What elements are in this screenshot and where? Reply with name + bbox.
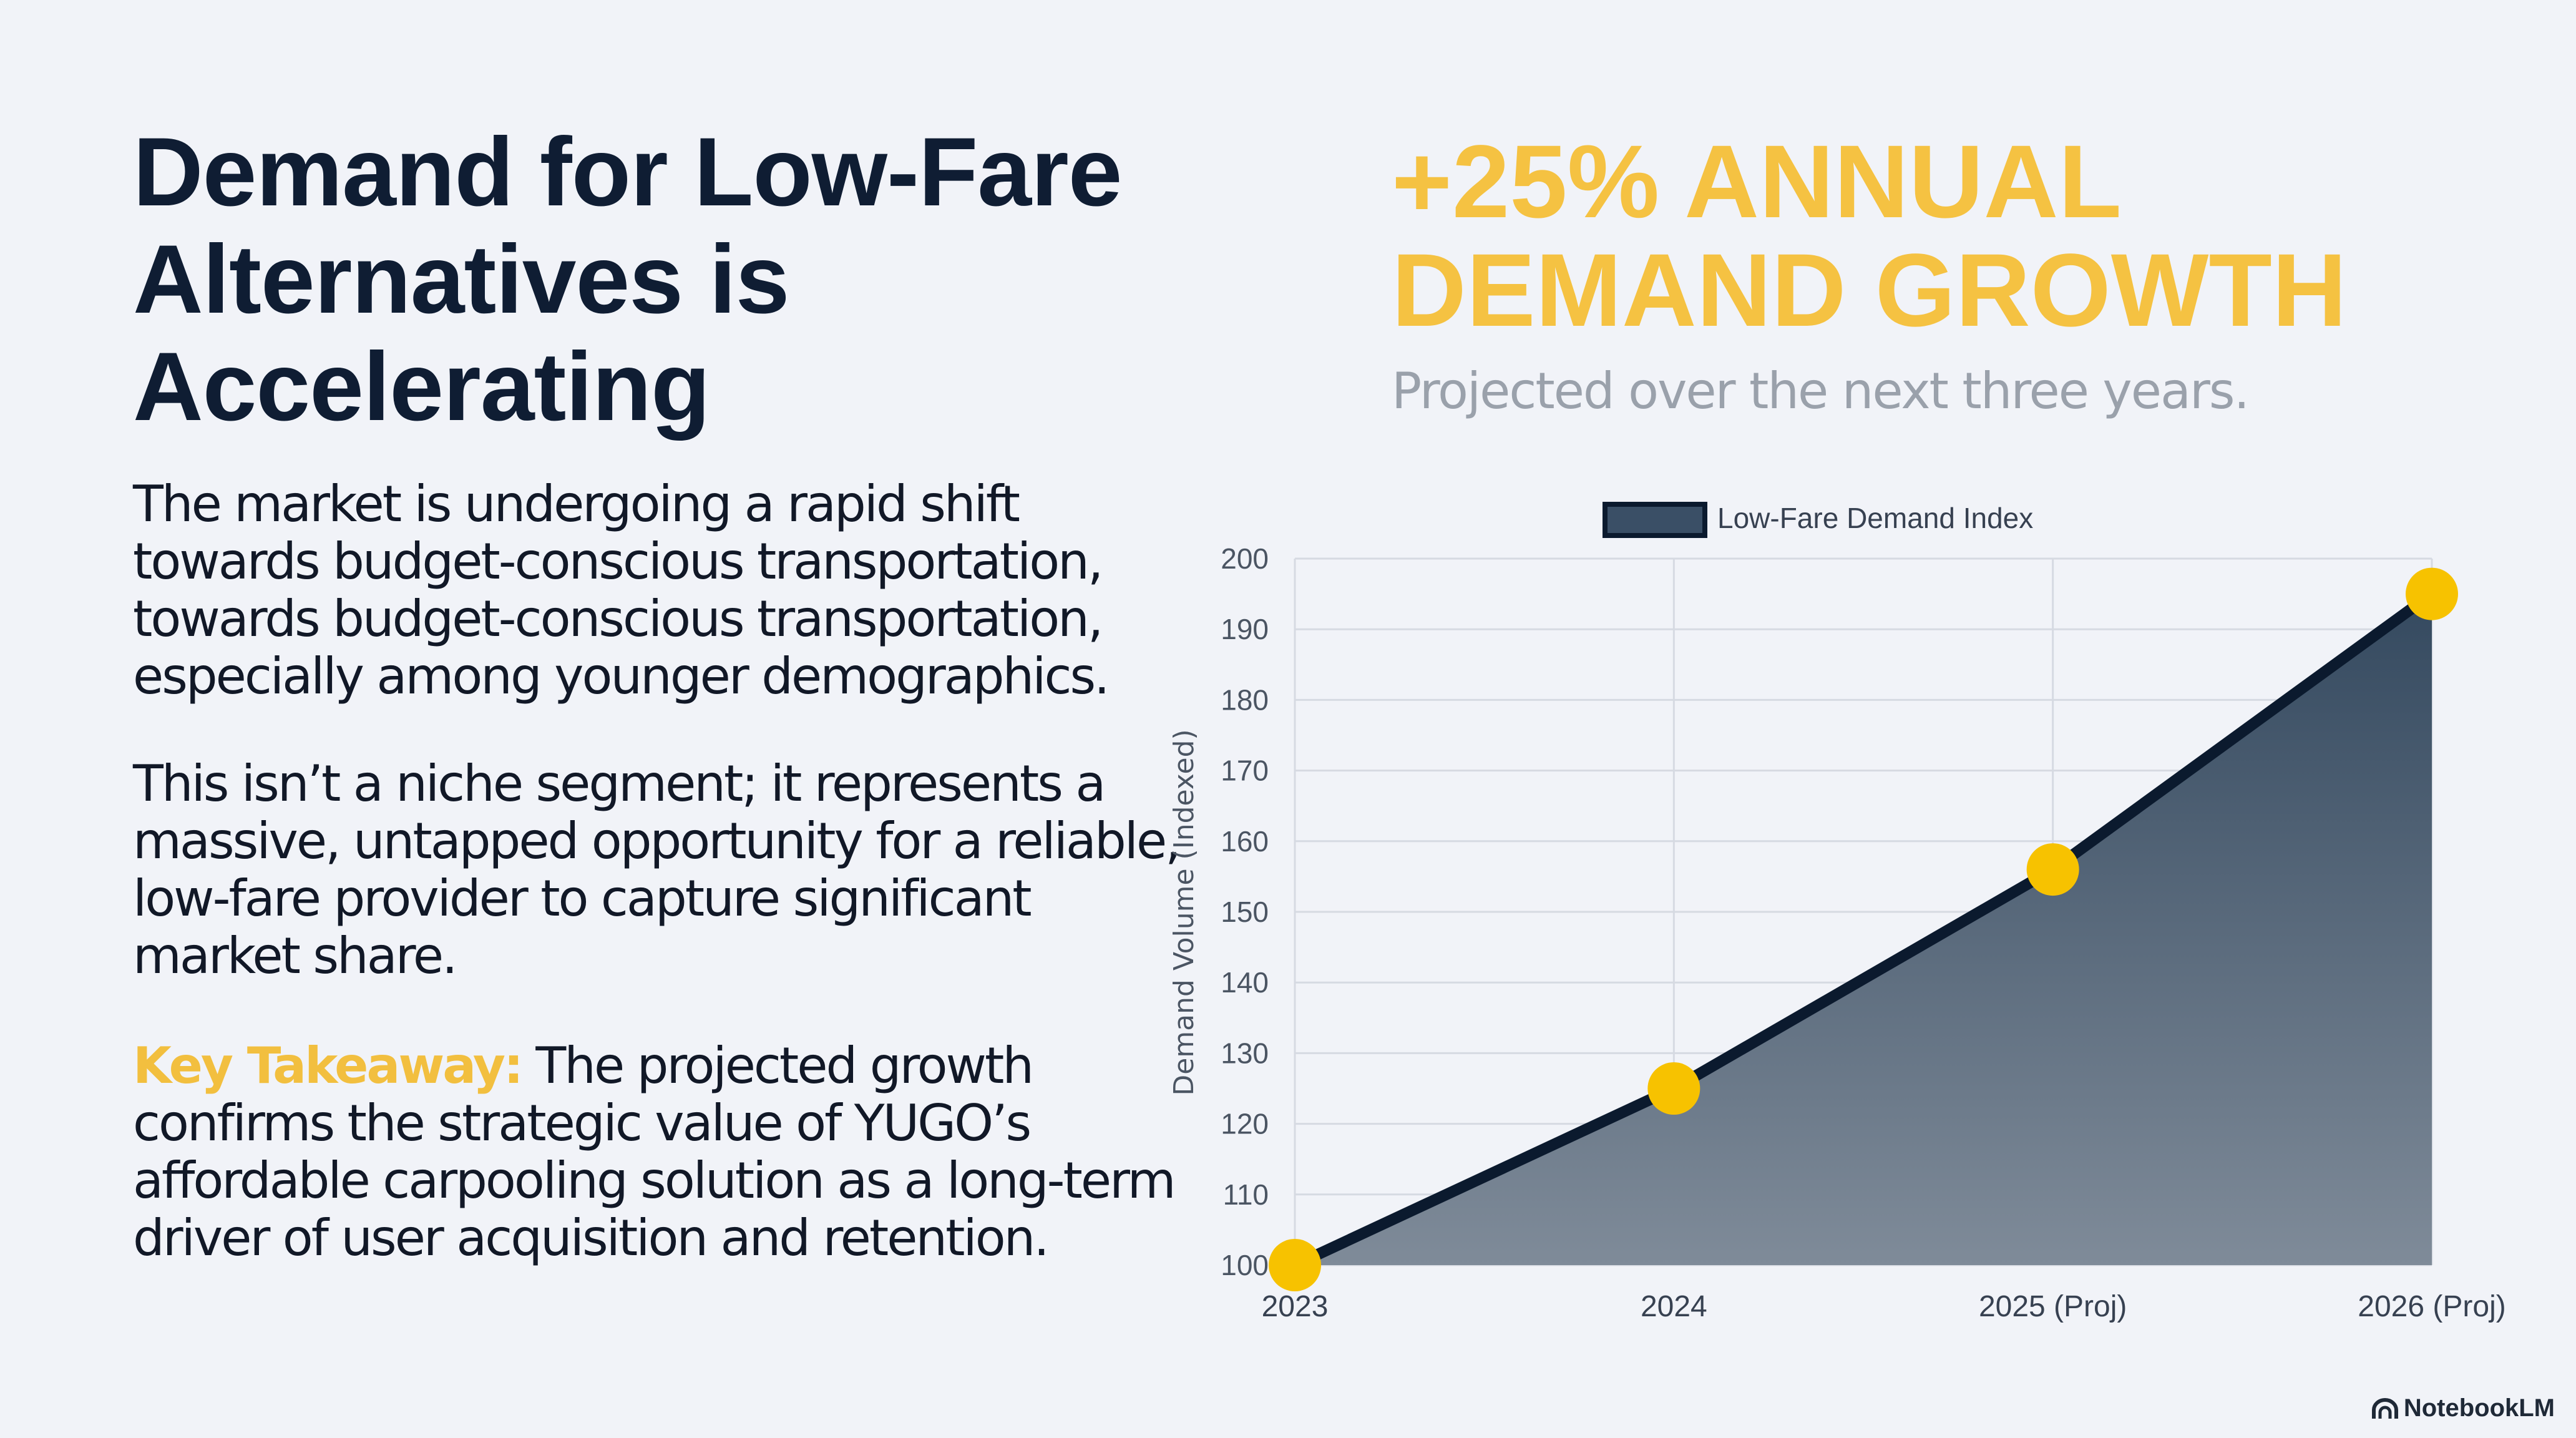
chart-legend: Low-Fare Demand Index (1603, 502, 2033, 538)
growth-headline: +25% ANNUAL DEMAND GROWTH (1392, 124, 2347, 348)
data-point (1269, 1239, 1321, 1291)
growth-subtitle: Projected over the next three years. (1392, 362, 2250, 420)
data-point (2406, 567, 2458, 620)
y-tick-label: 130 (1221, 1037, 1269, 1069)
x-tick-label: 2023 (1262, 1290, 1329, 1323)
y-tick-label: 120 (1221, 1108, 1269, 1140)
key-takeaway-text: The projected growth confirms the strate… (133, 1037, 1176, 1267)
y-tick-label: 150 (1221, 896, 1269, 928)
x-tick-label: 2026 (Proj) (2358, 1290, 2505, 1323)
paragraph-opportunity: This isn’t a niche segment; it represent… (133, 755, 1181, 985)
series-line (1292, 589, 2436, 1271)
y-tick-label: 190 (1221, 613, 1269, 645)
brand-name: NotebookLM (2403, 1394, 2555, 1422)
legend-label: Low-Fare Demand Index (1717, 502, 2033, 534)
x-tick-label: 2024 (1641, 1290, 1707, 1323)
y-tick-label: 160 (1221, 825, 1269, 858)
paragraph-market-shift: The market is undergoing a rapid shift t… (133, 475, 1110, 705)
key-takeaway-label: Key Takeaway: (133, 1037, 524, 1095)
data-point (1647, 1062, 1700, 1115)
y-tick-label: 100 (1221, 1249, 1269, 1281)
notebooklm-logo-icon (2371, 1397, 2398, 1419)
paragraph-key-takeaway: Key Takeaway: The projected growth confi… (133, 1037, 1194, 1267)
legend-swatch (1603, 502, 1707, 538)
y-tick-label: 140 (1221, 966, 1269, 999)
y-axis-label: Demand Volume (Indexed) (1168, 729, 1200, 1095)
x-tick-label: 2025 (Proj) (1979, 1290, 2127, 1323)
page-title: Demand for Low-Fare Alternatives is Acce… (133, 118, 1123, 441)
data-point (2026, 843, 2079, 896)
y-tick-label: 170 (1221, 755, 1269, 787)
y-tick-label: 200 (1221, 542, 1269, 575)
y-tick-label: 110 (1223, 1178, 1269, 1211)
area-fill (1295, 594, 2432, 1265)
y-tick-label: 180 (1221, 683, 1269, 716)
notebooklm-logo: NotebookLM (2371, 1394, 2555, 1422)
